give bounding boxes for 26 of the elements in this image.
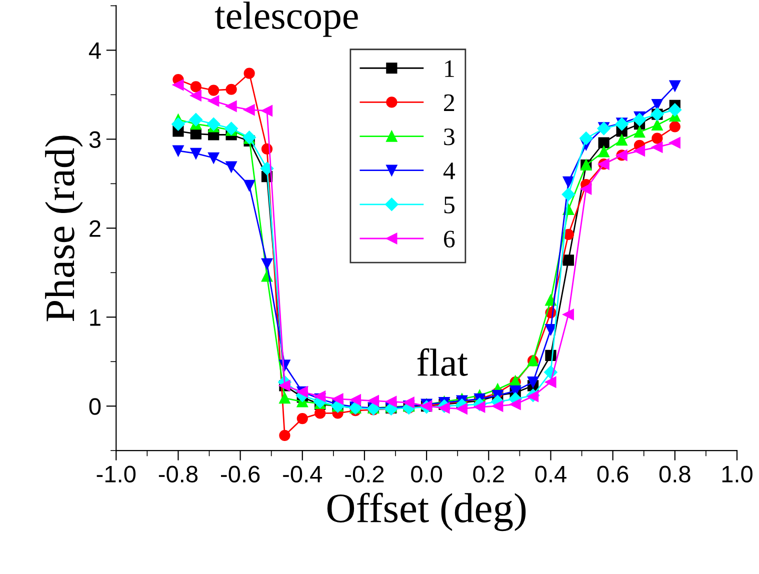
legend-label: 6: [444, 230, 455, 248]
legend-label: 5: [444, 196, 454, 214]
y-tick-label: 0: [89, 398, 101, 415]
x-tick-label: 0.0: [411, 466, 442, 483]
x-axis-title: Offset (deg): [327, 492, 526, 532]
x-tick-label: 0.4: [535, 466, 566, 483]
x-tick-label: -1.0: [96, 466, 136, 483]
legend-label: 1: [445, 60, 454, 77]
x-tick-label: 0.2: [473, 466, 504, 483]
x-tick-label: -0.2: [345, 466, 384, 483]
x-tick-label: -0.8: [158, 466, 198, 483]
y-tick-label: 2: [90, 220, 100, 237]
x-tick-label: -0.6: [221, 466, 260, 483]
x-tick-label: 1.0: [722, 466, 752, 483]
y-tick-label: 1: [90, 309, 100, 326]
legend-label: 3: [444, 128, 454, 146]
legend-label: 2: [444, 94, 454, 111]
y-tick-label: 3: [89, 131, 101, 148]
y-tick-label: 4: [88, 42, 101, 59]
annotation: flat: [417, 348, 468, 376]
x-tick-label: -0.4: [283, 466, 322, 483]
x-tick-label: 0.6: [597, 466, 628, 483]
annotation: telescope: [214, 2, 358, 37]
legend-label: 4: [443, 162, 456, 180]
y-axis-title: Phase (rad): [45, 136, 83, 322]
x-tick-label: 0.8: [659, 466, 690, 483]
